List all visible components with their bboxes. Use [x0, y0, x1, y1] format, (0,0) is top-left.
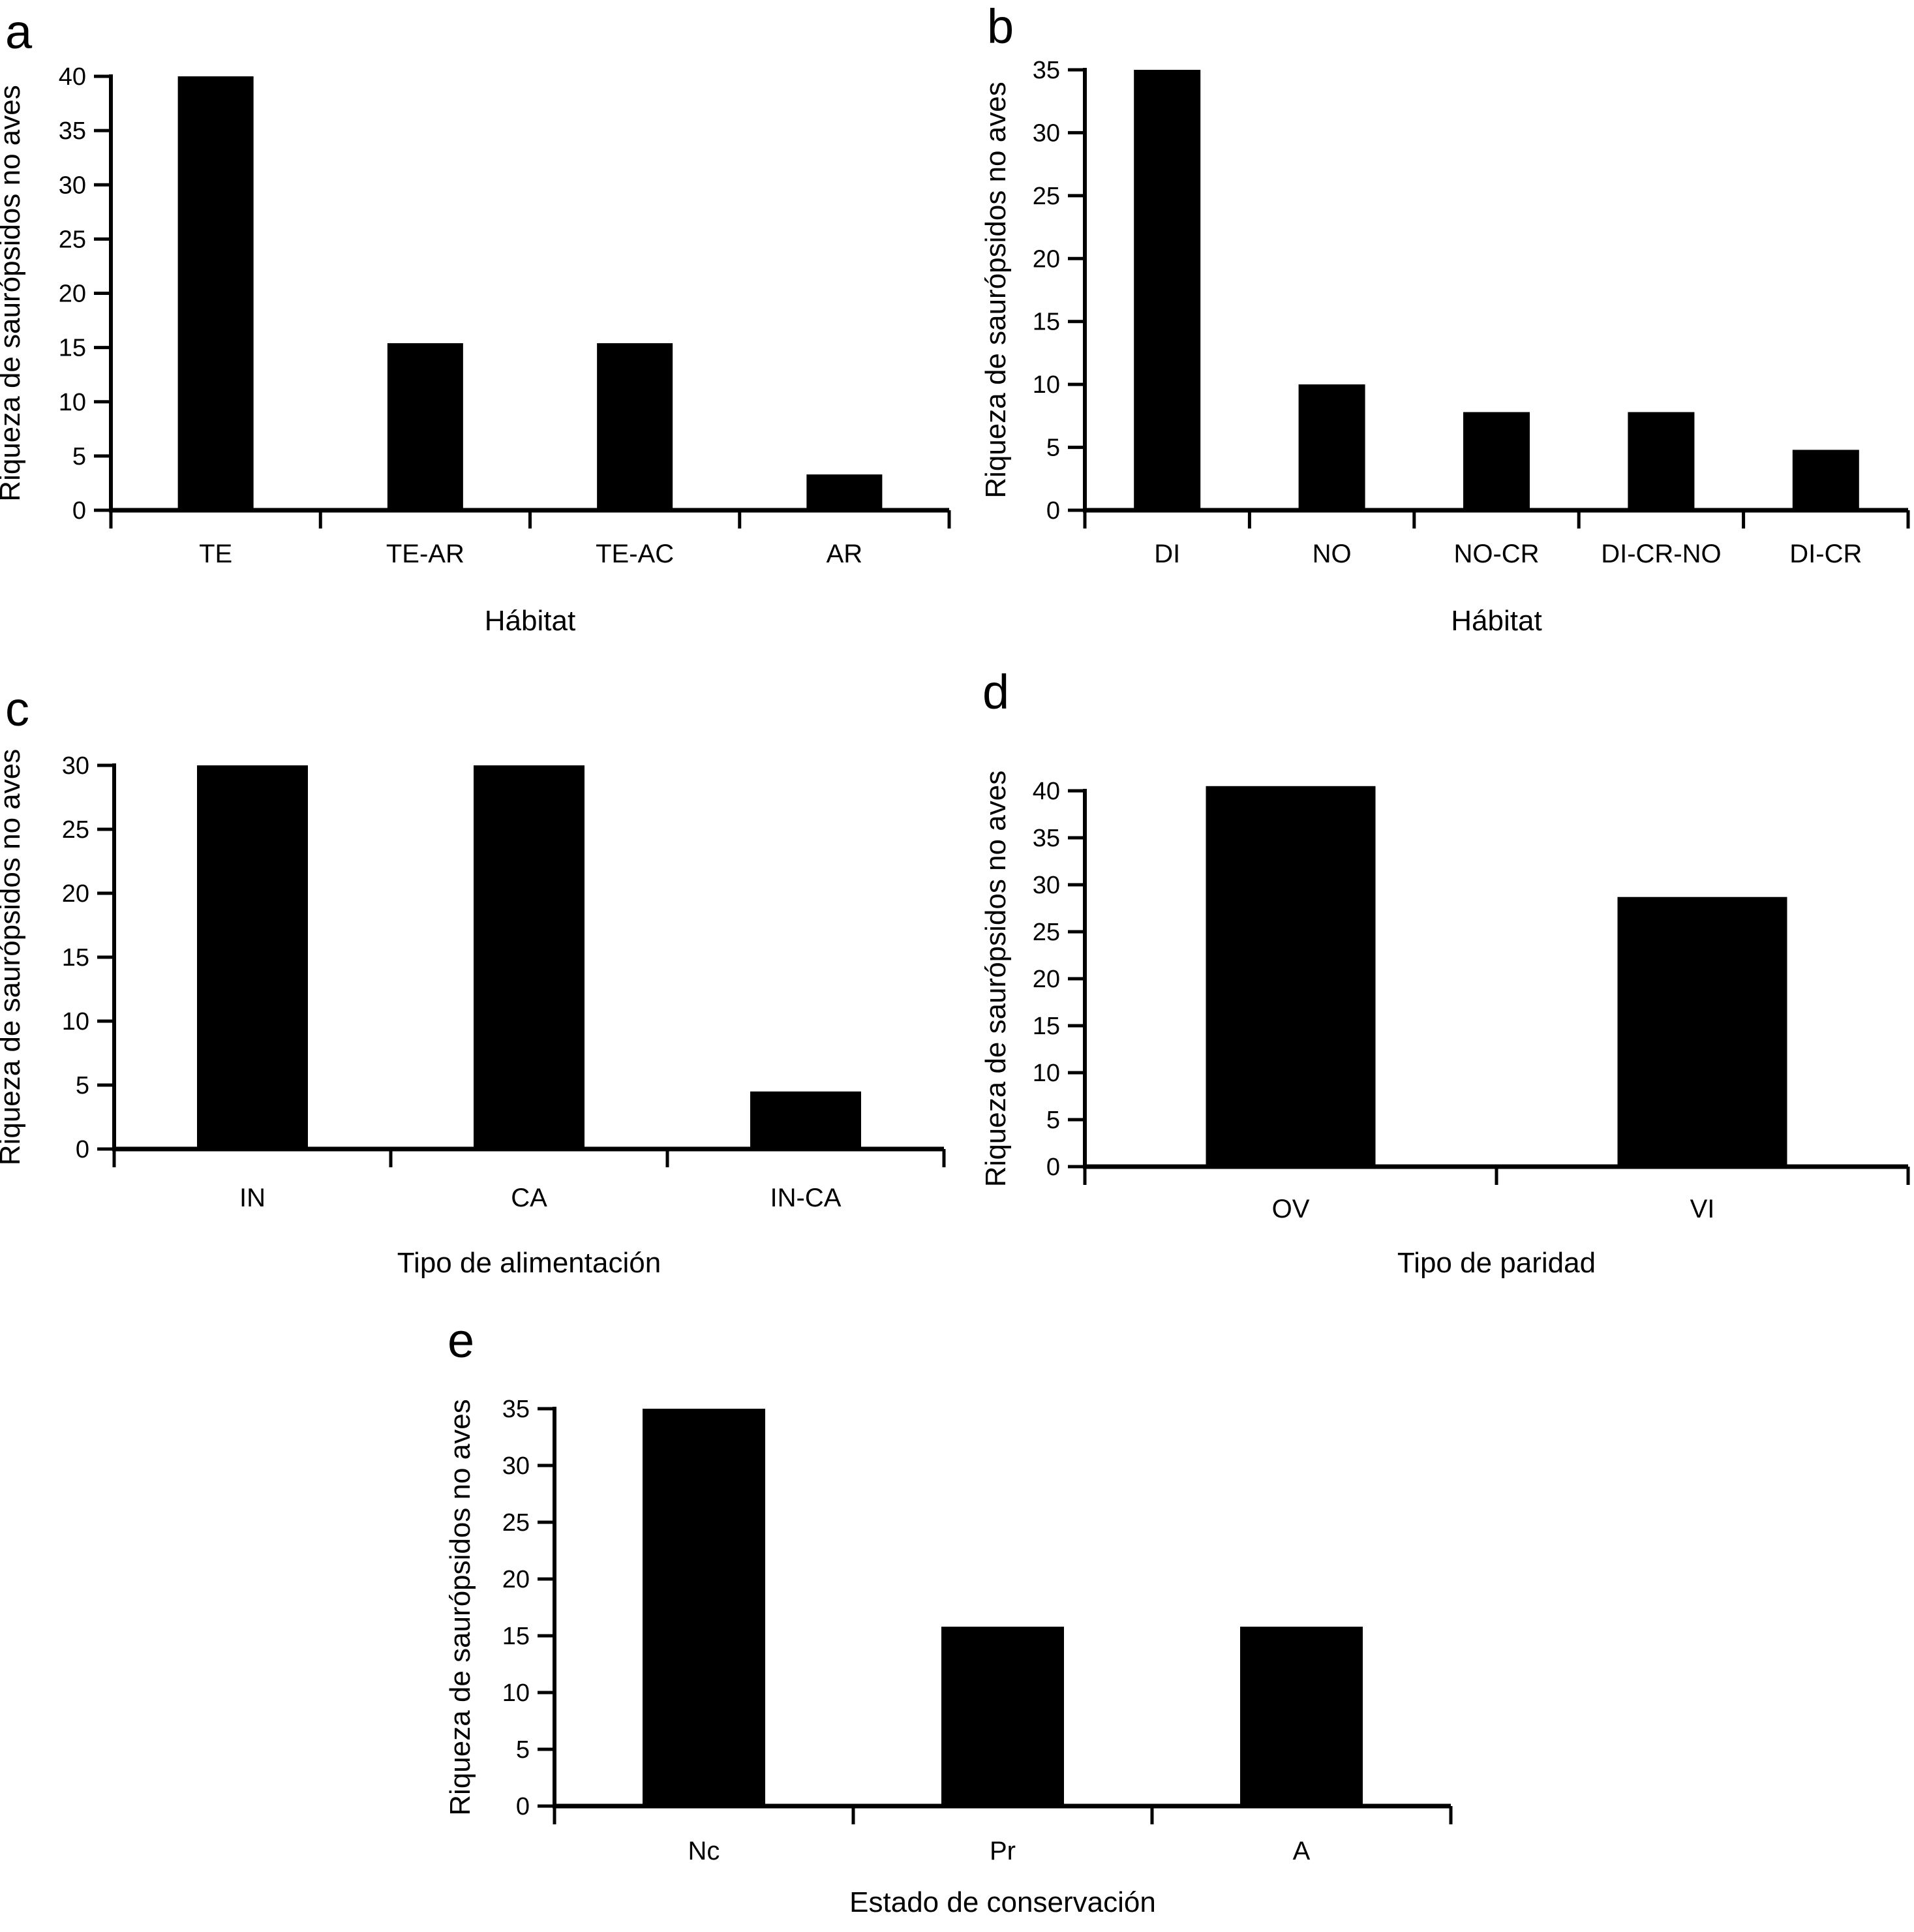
y-tick-label: 30	[1033, 872, 1060, 899]
y-tick-label: 10	[502, 1679, 530, 1707]
y-tick-label: 10	[1033, 1060, 1060, 1087]
y-tick-label: 30	[59, 172, 86, 199]
y-tick-label: 5	[516, 1736, 530, 1764]
x-category-label: TE	[199, 540, 232, 568]
bar-DI-CR	[1792, 450, 1859, 510]
bar-NO	[1298, 384, 1365, 510]
y-axis-title: Riqueza de saurópsidos no aves	[980, 771, 1012, 1187]
y-axis-title: Riqueza de saurópsidos no aves	[444, 1399, 476, 1815]
y-tick-label: 5	[1046, 435, 1060, 462]
bar-IN-CA	[750, 1091, 861, 1149]
y-tick-label: 30	[502, 1452, 530, 1480]
x-category-label: AR	[827, 540, 863, 568]
bar-TE	[177, 76, 254, 510]
y-tick-label: 25	[1033, 919, 1060, 946]
y-tick-label: 30	[1033, 119, 1060, 147]
y-tick-label: 20	[1033, 966, 1060, 993]
y-tick-label: 5	[76, 1072, 89, 1099]
x-category-label: Pr	[990, 1837, 1016, 1865]
chart-panel-d: d 0 5 10 15 20 25 30 35 40 OV VI Tipo de paridad Riqu…	[980, 665, 1910, 1279]
y-tick-label: 15	[1033, 309, 1060, 336]
y-tick-label: 5	[1046, 1107, 1060, 1134]
bar-OV	[1206, 786, 1376, 1167]
x-category-label: NO	[1313, 540, 1352, 568]
bar-TE-AC	[597, 343, 673, 510]
panel-letter: d	[982, 665, 1009, 719]
y-tick-label: 15	[502, 1623, 530, 1650]
y-tick-label: 15	[59, 335, 86, 362]
bar-NO-CR	[1463, 412, 1530, 510]
y-tick-label: 35	[1033, 825, 1060, 852]
y-tick-label: 40	[59, 63, 86, 91]
y-tick-label: 20	[502, 1566, 530, 1593]
y-tick-label: 10	[62, 1008, 89, 1035]
y-tick-label: 0	[72, 497, 86, 525]
x-category-label: DI	[1154, 540, 1180, 568]
panel-letter: b	[987, 0, 1014, 54]
x-axis-title: Hábitat	[1451, 605, 1542, 637]
chart-panel-e: e 0 5 10 15 20 25 30 35 Nc Pr A Estado de conservaci…	[444, 1313, 1453, 1918]
y-tick-label: 5	[72, 443, 86, 470]
bar-CA	[474, 765, 585, 1149]
bar-Pr	[941, 1627, 1064, 1806]
x-category-label: DI-CR	[1789, 540, 1862, 568]
y-tick-label: 0	[76, 1136, 89, 1163]
x-category-label: NO-CR	[1453, 540, 1539, 568]
y-tick-label: 20	[62, 880, 89, 908]
chart-panel-b: b 0 5 10 15 20 25 30 35 DI NO NO-CR DI-CR-NO DI-CR Háb…	[980, 0, 1910, 637]
bar-AR	[806, 474, 883, 510]
bar-VI	[1617, 897, 1787, 1167]
x-category-label: TE-AC	[596, 540, 674, 568]
y-tick-label: 15	[1033, 1013, 1060, 1040]
bar-IN	[197, 765, 308, 1149]
chart-panel-a: a 0 5 10 15 20 25 30 35 40 TE TE-AR TE-AC AR Hábitat Ri…	[0, 5, 951, 637]
x-axis-title: Estado de conservación	[849, 1886, 1156, 1918]
y-tick-label: 35	[59, 117, 86, 145]
y-tick-label: 25	[502, 1509, 530, 1537]
x-category-label: DI-CR-NO	[1601, 540, 1721, 568]
y-axis-title: Riqueza de saurópsidos no aves	[0, 85, 26, 501]
x-category-label: OV	[1272, 1195, 1310, 1223]
y-tick-label: 20	[1033, 245, 1060, 273]
panel-letter: a	[5, 5, 33, 59]
y-tick-label: 15	[62, 944, 89, 972]
y-tick-label: 20	[59, 281, 86, 308]
y-tick-label: 0	[516, 1793, 530, 1820]
bar-DI	[1134, 70, 1201, 510]
bar-Nc	[643, 1409, 765, 1806]
y-tick-label: 10	[59, 389, 86, 416]
y-tick-label: 30	[62, 752, 89, 780]
x-category-label: IN-CA	[770, 1184, 842, 1212]
y-axis-title: Riqueza de saurópsidos no aves	[0, 749, 26, 1165]
y-tick-label: 25	[59, 226, 86, 253]
y-tick-label: 40	[1033, 778, 1060, 805]
bar-DI-CR-NO	[1628, 412, 1695, 510]
x-category-label: VI	[1690, 1195, 1715, 1223]
bar-A	[1240, 1627, 1363, 1806]
y-axis-title: Riqueza de saurópsidos no aves	[980, 82, 1012, 498]
y-tick-label: 25	[1033, 183, 1060, 210]
y-tick-label: 10	[1033, 371, 1060, 399]
y-tick-label: 35	[502, 1396, 530, 1423]
x-category-label: IN	[239, 1184, 266, 1212]
x-axis-title: Hábitat	[485, 605, 575, 637]
x-category-label: TE-AR	[386, 540, 464, 568]
x-category-label: A	[1293, 1837, 1311, 1865]
y-tick-label: 25	[62, 816, 89, 844]
panel-letter: c	[5, 682, 29, 736]
panel-letter: e	[448, 1313, 474, 1368]
x-category-label: CA	[511, 1184, 547, 1212]
x-category-label: Nc	[688, 1837, 720, 1865]
chart-panel-c: c 0 5 10 15 20 25 30 IN CA IN-CA Tipo de alimentaci…	[0, 682, 946, 1279]
x-axis-title: Tipo de alimentación	[397, 1247, 661, 1279]
bar-TE-AR	[387, 343, 463, 510]
y-tick-label: 35	[1033, 57, 1060, 84]
y-tick-label: 0	[1046, 497, 1060, 525]
x-axis-title: Tipo de paridad	[1397, 1247, 1596, 1279]
y-tick-label: 0	[1046, 1154, 1060, 1181]
